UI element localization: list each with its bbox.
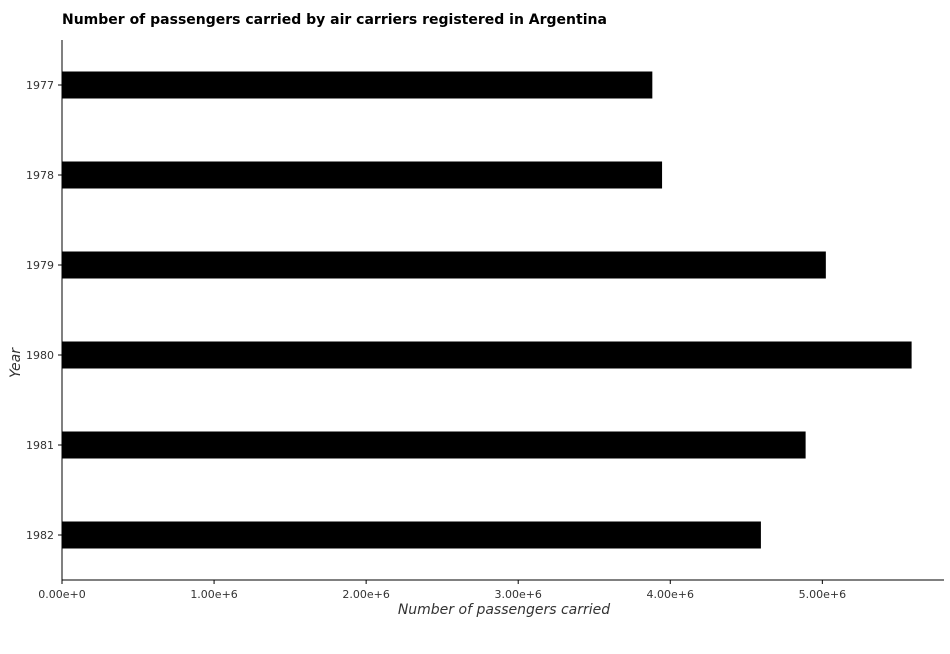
y-tick-label-1980: 1980 <box>26 349 54 362</box>
x-tick-label: 0.00e+0 <box>38 588 85 601</box>
bars-group <box>62 71 912 549</box>
x-tick-label: 5.00e+6 <box>799 588 846 601</box>
y-tick-label-1979: 1979 <box>26 259 54 272</box>
bar-1982 <box>62 521 761 549</box>
bar-1980 <box>62 341 912 369</box>
x-axis-label: Number of passengers carried <box>398 602 610 618</box>
x-tick-label: 4.00e+6 <box>647 588 694 601</box>
y-axis: 1977 1978 1979 1980 1981 1982 <box>26 40 63 580</box>
bar-1981 <box>62 431 806 459</box>
x-tick-label: 1.00e+6 <box>190 588 237 601</box>
y-axis-label: Year <box>8 347 24 378</box>
x-tick-label: 2.00e+6 <box>342 588 389 601</box>
y-tick-label-1977: 1977 <box>26 79 54 92</box>
bar-1978 <box>62 161 663 189</box>
x-tick-label: 3.00e+6 <box>494 588 541 601</box>
bar-1977 <box>62 71 653 99</box>
x-axis: 0.00e+0 1.00e+6 2.00e+6 3.00e+6 4.00e+6 5.00e… <box>38 579 944 601</box>
y-tick-label-1982: 1982 <box>26 529 54 542</box>
y-tick-label-1981: 1981 <box>26 439 54 452</box>
y-tick-label-1978: 1978 <box>26 169 54 182</box>
chart-title: Number of passengers carried by air carr… <box>62 12 607 28</box>
bar-1979 <box>62 251 826 279</box>
